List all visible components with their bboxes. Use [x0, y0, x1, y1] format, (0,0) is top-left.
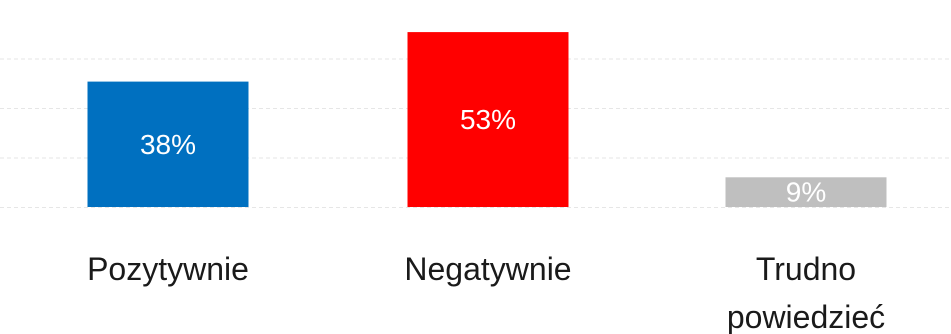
bars [87, 32, 887, 207]
bar [407, 32, 569, 207]
bar [87, 81, 249, 207]
category-label: powiedzieć [727, 299, 885, 334]
bar [725, 177, 887, 207]
category-label: Pozytywnie [87, 251, 249, 287]
category-labels: Pozytywnie Negatywnie Trudno powiedzieć [87, 251, 885, 334]
data-label: 38% [140, 129, 196, 160]
data-label: 9% [786, 177, 826, 208]
category-label: Trudno [756, 251, 856, 287]
category-label: Negatywnie [404, 251, 571, 287]
gridlines [0, 58, 951, 208]
data-label: 53% [460, 104, 516, 135]
data-labels: 38% 53% 9% [140, 104, 826, 208]
